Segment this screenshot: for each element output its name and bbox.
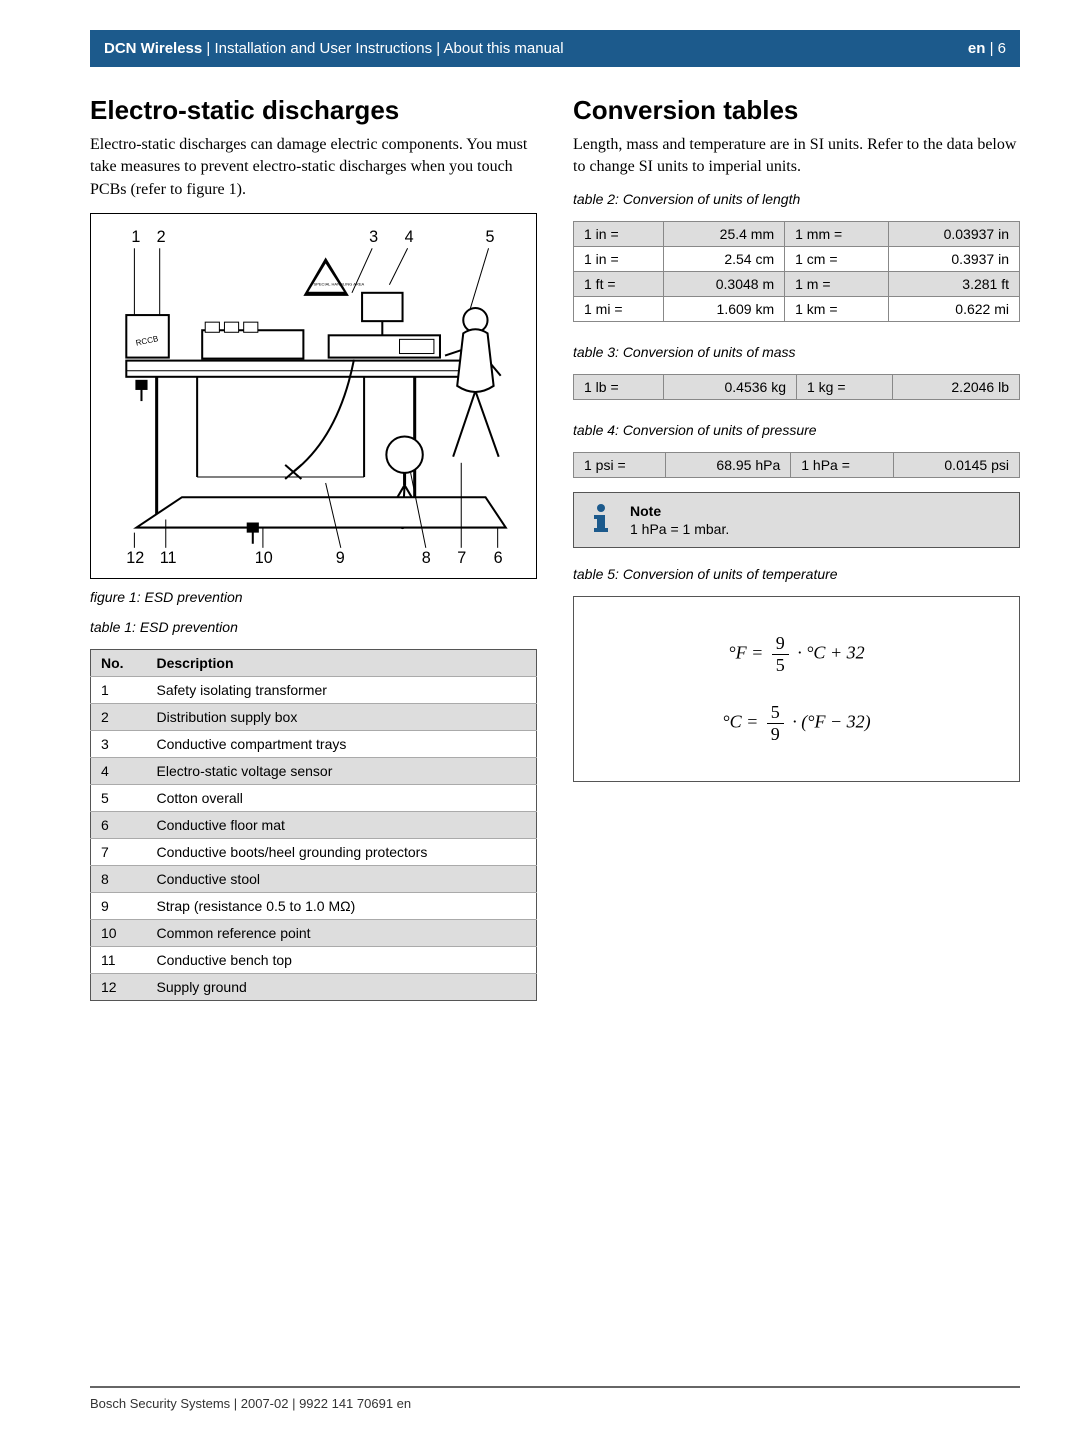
para-conv: Length, mass and temperature are in SI u… xyxy=(573,134,1020,179)
para-esd: Electro-static discharges can damage ele… xyxy=(90,134,537,201)
header-page: 6 xyxy=(998,40,1006,57)
svg-text:2: 2 xyxy=(157,228,166,246)
note-box: Note 1 hPa = 1 mbar. xyxy=(573,492,1020,548)
info-icon xyxy=(584,501,618,538)
svg-text:8: 8 xyxy=(422,549,431,567)
svg-text:4: 4 xyxy=(405,228,414,246)
header-lang: en xyxy=(968,40,986,57)
t3-caption: table 3: Conversion of units of mass xyxy=(573,344,1020,360)
figure-esd: 1 2 3 4 5 SPECIAL HANDLING AREA xyxy=(90,213,537,579)
svg-text:12: 12 xyxy=(126,549,144,567)
heading-conv: Conversion tables xyxy=(573,95,1020,126)
mass-table: 1 lb =0.4536 kg1 kg =2.2046 lb xyxy=(573,374,1020,400)
header-crumb2: About this manual xyxy=(444,40,564,57)
svg-text:5: 5 xyxy=(486,228,495,246)
header-crumb1: Installation and User Instructions xyxy=(214,40,432,57)
fig-lbl: 1 xyxy=(131,228,140,246)
table1-caption: table 1: ESD prevention xyxy=(90,619,537,635)
header-product: DCN Wireless xyxy=(104,40,202,57)
t2-caption: table 2: Conversion of units of length xyxy=(573,191,1020,207)
page-header: DCN Wireless | Installation and User Ins… xyxy=(90,30,1020,67)
t4-caption: table 4: Conversion of units of pressure xyxy=(573,422,1020,438)
svg-text:10: 10 xyxy=(255,549,273,567)
page-footer: Bosch Security Systems | 2007-02 | 9922 … xyxy=(90,1386,1020,1411)
t5-caption: table 5: Conversion of units of temperat… xyxy=(573,566,1020,582)
svg-text:9: 9 xyxy=(336,549,345,567)
heading-esd: Electro-static discharges xyxy=(90,95,537,126)
note-text: 1 hPa = 1 mbar. xyxy=(630,521,1007,537)
svg-text:7: 7 xyxy=(457,549,466,567)
pressure-table: 1 psi =68.95 hPa1 hPa =0.0145 psi xyxy=(573,452,1020,478)
esd-table: No. Description 1Safety isolating transf… xyxy=(90,649,537,1001)
temperature-formula: °F = 95 · °C + 32 °C = 59 · (°F − 32) xyxy=(573,596,1020,782)
note-title: Note xyxy=(630,503,1007,519)
svg-text:11: 11 xyxy=(160,549,177,567)
esd-h1: No. xyxy=(91,650,147,677)
length-table: 1 in =25.4 mm1 mm =0.03937 in 1 in =2.54… xyxy=(573,221,1020,322)
svg-text:SPECIAL HANDLING AREA: SPECIAL HANDLING AREA xyxy=(314,282,365,287)
svg-text:6: 6 xyxy=(494,549,503,567)
esd-h2: Description xyxy=(147,650,537,677)
svg-text:3: 3 xyxy=(369,228,378,246)
figure-caption: figure 1: ESD prevention xyxy=(90,589,537,605)
